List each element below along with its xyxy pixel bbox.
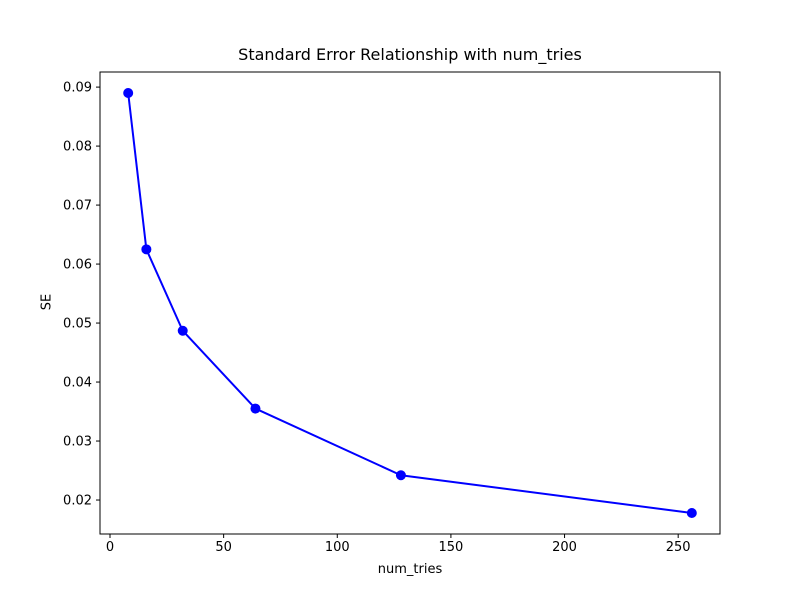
y-tick-label: 0.07	[63, 199, 92, 214]
y-tick-label: 0.03	[63, 435, 92, 450]
x-tick-label: 150	[438, 540, 463, 555]
series-line	[127, 92, 693, 514]
data-point	[141, 244, 152, 255]
y-tick-label: 0.05	[63, 317, 92, 332]
data-point	[177, 325, 188, 336]
chart-title: Standard Error Relationship with num_tri…	[238, 45, 582, 64]
y-tick-label: 0.04	[63, 376, 92, 391]
y-tick-label: 0.08	[63, 140, 92, 155]
y-tick-label: 0.09	[63, 81, 92, 96]
x-tick-label: 0	[106, 540, 114, 555]
data-point	[123, 88, 134, 98]
data-point	[686, 508, 697, 518]
y-axis-label: SE	[39, 293, 55, 311]
data-point	[395, 470, 406, 481]
x-tick-label: 250	[666, 540, 691, 555]
x-tick-label: 200	[552, 540, 577, 555]
x-tick-label: 100	[325, 540, 350, 555]
x-axis-label: num_tries	[377, 562, 443, 577]
axes-box	[99, 71, 721, 535]
x-tick-label: 50	[215, 540, 232, 555]
y-tick-label: 0.02	[63, 494, 92, 509]
data-point	[250, 403, 261, 414]
y-tick-label: 0.06	[63, 258, 92, 273]
